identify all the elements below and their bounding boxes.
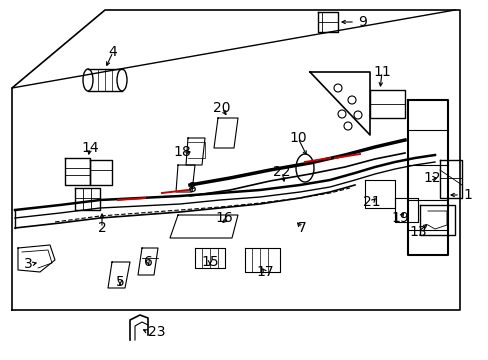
- Text: 4: 4: [108, 45, 117, 59]
- Text: 13: 13: [408, 225, 426, 239]
- Text: 7: 7: [297, 221, 306, 235]
- Text: 20: 20: [213, 101, 230, 115]
- Text: 12: 12: [422, 171, 440, 185]
- Text: 16: 16: [215, 211, 232, 225]
- Text: 23: 23: [148, 325, 165, 339]
- Text: 15: 15: [201, 255, 218, 269]
- Text: 19: 19: [390, 211, 408, 225]
- Text: 17: 17: [256, 265, 273, 279]
- Text: 14: 14: [81, 141, 99, 155]
- Text: 21: 21: [363, 195, 380, 209]
- Text: 18: 18: [173, 145, 190, 159]
- Text: 11: 11: [372, 65, 390, 79]
- Text: 9: 9: [357, 15, 366, 29]
- Text: 3: 3: [23, 257, 32, 271]
- Text: 5: 5: [115, 275, 124, 289]
- Text: 2: 2: [98, 221, 106, 235]
- Text: 6: 6: [143, 255, 152, 269]
- Text: 22: 22: [273, 165, 290, 179]
- Text: 10: 10: [288, 131, 306, 145]
- Text: 8: 8: [187, 181, 196, 195]
- Text: 1: 1: [462, 188, 471, 202]
